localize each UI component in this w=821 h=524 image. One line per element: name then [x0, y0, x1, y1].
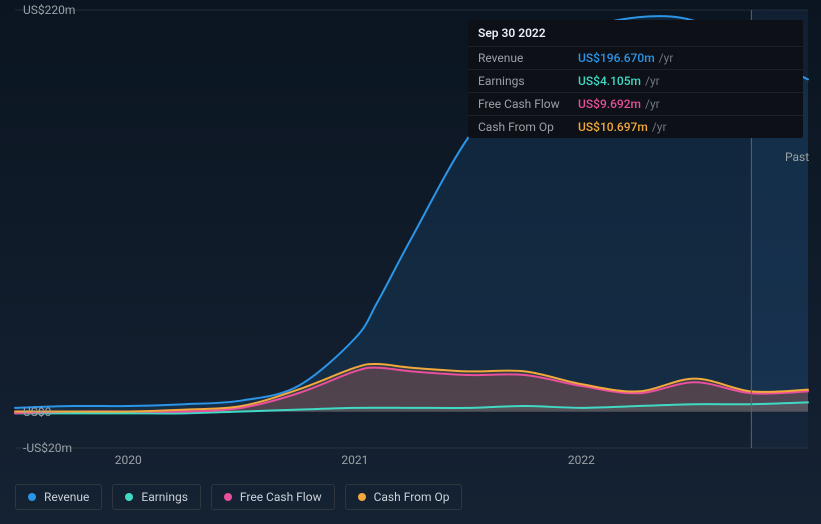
legend-label: Earnings: [141, 490, 188, 504]
legend-label: Cash From Op: [374, 490, 450, 504]
tooltip-unit: /yr: [652, 120, 667, 134]
tooltip-metric-name: Earnings: [478, 74, 578, 88]
legend-dot-icon: [358, 493, 366, 501]
legend-dot-icon: [28, 493, 36, 501]
past-label: Past: [785, 150, 809, 164]
chart-legend: Revenue Earnings Free Cash Flow Cash From O…: [15, 484, 462, 510]
tooltip-unit: /yr: [645, 97, 660, 111]
legend-dot-icon: [125, 493, 133, 501]
legend-item-fcf[interactable]: Free Cash Flow: [211, 484, 335, 510]
tooltip-unit: /yr: [645, 74, 660, 88]
tooltip-metric-value: US$196.670m: [578, 51, 655, 65]
tooltip-metric-name: Free Cash Flow: [478, 97, 578, 111]
y-axis-tick-label: -US$20m: [23, 441, 72, 455]
x-axis-tick-label: 2020: [115, 453, 142, 467]
tooltip-date: Sep 30 2022: [468, 26, 803, 46]
datapoint-tooltip: Sep 30 2022 RevenueUS$196.670m/yrEarning…: [468, 20, 803, 138]
legend-dot-icon: [224, 493, 232, 501]
legend-label: Revenue: [44, 490, 89, 504]
tooltip-metric-value: US$10.697m: [578, 120, 648, 134]
legend-item-earnings[interactable]: Earnings: [112, 484, 201, 510]
legend-item-revenue[interactable]: Revenue: [15, 484, 102, 510]
tooltip-unit: /yr: [659, 51, 674, 65]
x-axis-tick-label: 2022: [568, 453, 595, 467]
tooltip-metric-name: Revenue: [478, 51, 578, 65]
tooltip-metric-value: US$4.105m: [578, 74, 641, 88]
legend-label: Free Cash Flow: [240, 490, 322, 504]
legend-item-cfo[interactable]: Cash From Op: [345, 484, 463, 510]
tooltip-row: RevenueUS$196.670m/yr: [468, 46, 803, 69]
tooltip-metric-name: Cash From Op: [478, 120, 578, 134]
tooltip-row: EarningsUS$4.105m/yr: [468, 69, 803, 92]
tooltip-row: Cash From OpUS$10.697m/yr: [468, 115, 803, 138]
tooltip-metric-value: US$9.692m: [578, 97, 641, 111]
y-axis-tick-label: US$0: [23, 405, 51, 419]
x-axis-tick-label: 2021: [341, 453, 368, 467]
y-axis-tick-label: US$220m: [23, 3, 75, 17]
tooltip-row: Free Cash FlowUS$9.692m/yr: [468, 92, 803, 115]
